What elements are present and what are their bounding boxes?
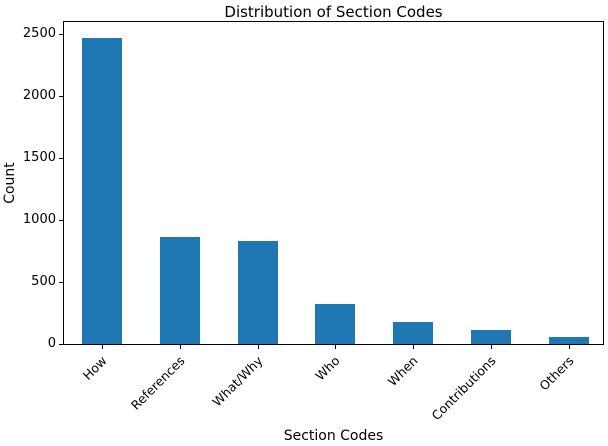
x-tick-label: What/Why xyxy=(208,353,266,410)
y-axis-label: Count xyxy=(2,162,18,204)
y-tick-label: 1000 xyxy=(22,212,56,228)
x-tick-mark xyxy=(335,345,337,349)
x-tick-mark xyxy=(257,345,259,349)
bar-who xyxy=(315,304,356,344)
plot-area xyxy=(63,21,604,345)
x-tick-label: How xyxy=(79,353,110,383)
x-tick-label: Contributions xyxy=(428,353,499,424)
bar-what-why xyxy=(237,241,278,344)
chart-title: Distribution of Section Codes xyxy=(224,3,443,21)
x-tick-label: When xyxy=(384,353,421,389)
y-tick-mark xyxy=(59,157,63,159)
x-axis-label: Section Codes xyxy=(283,428,384,444)
x-tick-label: Others xyxy=(536,353,577,394)
y-tick-label: 2500 xyxy=(22,26,56,42)
x-tick-mark xyxy=(102,345,103,349)
x-tick-mark xyxy=(413,345,415,349)
bar-references xyxy=(159,237,200,344)
y-tick-label: 1500 xyxy=(22,150,56,166)
x-tick-mark xyxy=(568,345,570,349)
bar-contributions xyxy=(471,330,511,344)
y-tick-label: 0 xyxy=(47,336,56,351)
y-tick-mark xyxy=(59,281,63,283)
x-tick-label: Who xyxy=(312,353,343,384)
x-tick-label: References xyxy=(127,353,188,413)
y-tick-label: 2000 xyxy=(22,88,56,104)
x-tick-mark xyxy=(491,345,492,349)
y-tick-mark xyxy=(59,219,63,221)
y-tick-mark xyxy=(59,33,63,35)
x-tick-mark xyxy=(179,345,181,349)
bar-how xyxy=(82,38,122,344)
y-tick-mark xyxy=(59,95,63,97)
bar-others xyxy=(548,337,589,344)
y-tick-label: 500 xyxy=(31,274,56,290)
bar-when xyxy=(393,322,434,344)
y-tick-mark xyxy=(59,343,63,345)
